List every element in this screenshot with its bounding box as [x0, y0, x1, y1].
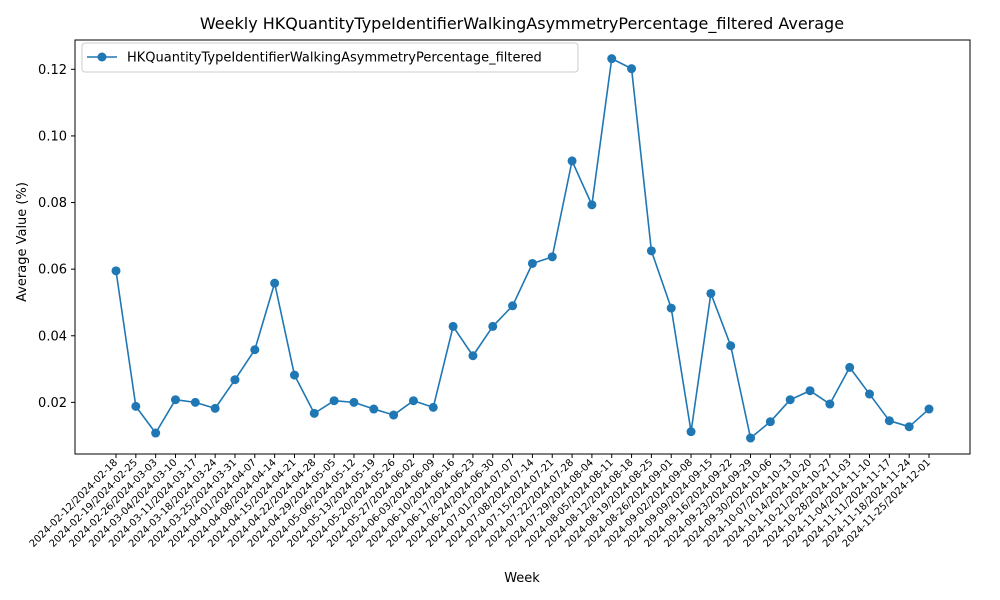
chart-title: Weekly HKQuantityTypeIdentifierWalkingAs… — [200, 14, 844, 34]
data-point — [508, 301, 518, 311]
y-tick-label: 0.10 — [38, 129, 67, 144]
data-point — [607, 54, 617, 64]
data-point — [746, 433, 756, 443]
data-point — [151, 428, 161, 438]
data-point — [349, 397, 359, 407]
data-point — [646, 246, 656, 256]
data-point — [547, 252, 557, 262]
data-point — [170, 395, 180, 405]
data-point — [329, 396, 339, 406]
data-point — [567, 156, 577, 166]
data-point — [904, 422, 914, 432]
data-point — [884, 416, 894, 426]
y-tick-label: 0.02 — [38, 396, 67, 411]
data-point — [805, 386, 815, 396]
y-axis-label: Average Value (%) — [15, 182, 30, 302]
data-point — [587, 200, 597, 210]
y-tick-label: 0.08 — [38, 196, 67, 211]
legend-marker — [97, 52, 107, 62]
data-point — [369, 404, 379, 414]
legend: HKQuantityTypeIdentifierWalkingAsymmetry… — [81, 42, 579, 73]
y-tick-label: 0.06 — [38, 263, 67, 278]
data-point — [845, 362, 855, 372]
data-point — [468, 351, 478, 361]
data-point — [765, 417, 775, 427]
data-point — [250, 345, 260, 355]
y-tick-label: 0.04 — [38, 329, 67, 344]
data-point — [270, 278, 280, 288]
axes-frame — [74, 39, 971, 455]
data-point — [627, 64, 637, 74]
data-point — [666, 303, 676, 313]
data-point — [111, 266, 121, 276]
data-point — [230, 375, 240, 385]
data-point — [448, 321, 458, 331]
data-point — [210, 403, 220, 413]
data-point — [428, 402, 438, 412]
data-point — [706, 288, 716, 298]
data-point — [408, 396, 418, 406]
data-point — [131, 401, 141, 411]
data-point — [488, 321, 498, 331]
data-point — [825, 399, 835, 409]
data-point — [190, 397, 200, 407]
x-axis-label: Week — [504, 571, 540, 586]
legend-label: HKQuantityTypeIdentifierWalkingAsymmetry… — [127, 51, 542, 66]
data-point — [309, 408, 319, 418]
data-point — [527, 258, 537, 268]
data-point — [726, 341, 736, 351]
data-point — [924, 404, 934, 414]
y-tick-label: 0.12 — [38, 63, 67, 78]
data-point — [686, 427, 696, 437]
data-point — [785, 395, 795, 405]
data-point — [289, 370, 299, 380]
data-point — [865, 389, 875, 399]
data-point — [389, 410, 399, 420]
legend-box — [81, 42, 579, 73]
